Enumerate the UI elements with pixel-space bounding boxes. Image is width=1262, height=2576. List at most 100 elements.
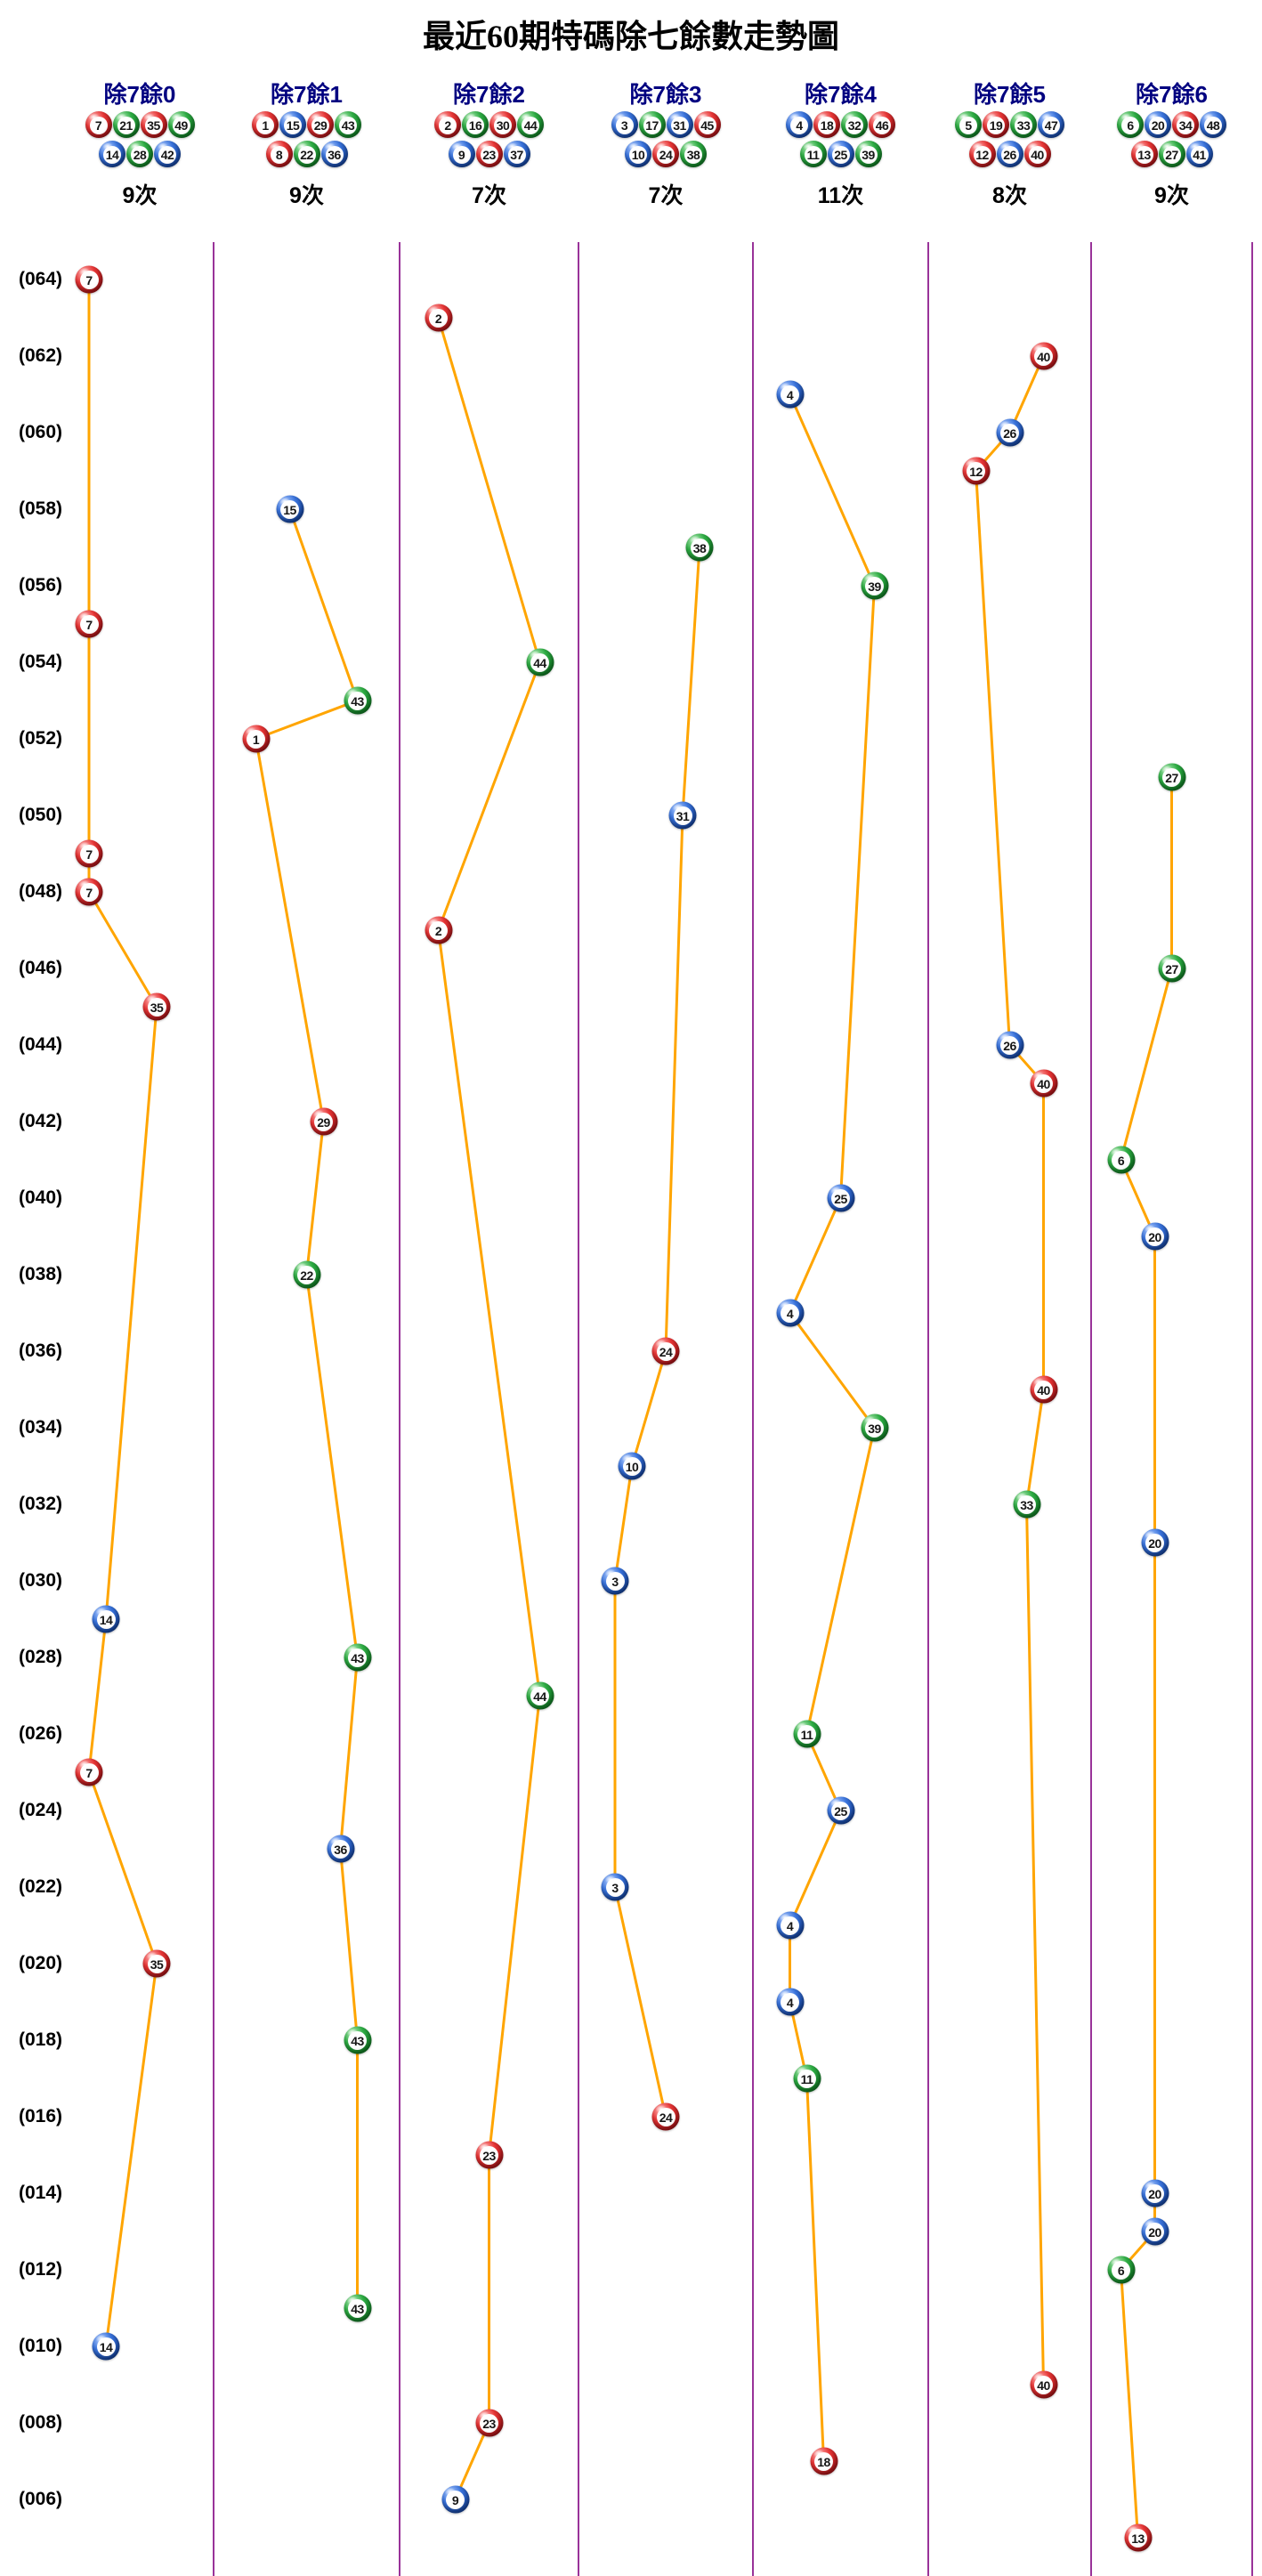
- header-ball: 5: [955, 111, 982, 138]
- header-ball: 4: [786, 111, 813, 138]
- ball-number: 2: [429, 921, 448, 940]
- ball-number: 5: [959, 117, 977, 134]
- ball-number: 28: [131, 146, 149, 164]
- header-ball: 6: [1117, 111, 1144, 138]
- column-header-label: 除7餘1: [271, 77, 343, 109]
- period-label: (014): [4, 2183, 62, 2204]
- ball-number: 12: [974, 146, 991, 164]
- ball-number: 49: [173, 117, 190, 134]
- header-ball: 29: [307, 111, 334, 138]
- chart-ball: 7: [76, 1759, 103, 1786]
- ball-number: 46: [873, 117, 891, 134]
- header-ball: 17: [639, 111, 666, 138]
- ball-number: 29: [314, 1113, 333, 1131]
- chart-ball: 7: [76, 266, 103, 294]
- ball-number: 16: [466, 117, 484, 134]
- ball-number: 39: [865, 1419, 884, 1438]
- ball-number: 47: [1042, 117, 1060, 134]
- chart-ball: 24: [652, 2103, 680, 2131]
- chart-ball: 23: [475, 2142, 503, 2169]
- ball-number: 11: [797, 2070, 816, 2088]
- column-count: 7次: [649, 178, 684, 210]
- chart-ball: 11: [793, 1721, 821, 1748]
- chart-ball: 20: [1141, 1223, 1169, 1251]
- chart-ball: 23: [475, 2410, 503, 2437]
- ball-number: 24: [657, 1342, 675, 1361]
- ball-number: 43: [339, 117, 357, 134]
- ball-number: 6: [1121, 117, 1139, 134]
- ball-number: 14: [103, 146, 121, 164]
- ball-number: 7: [80, 883, 99, 902]
- period-label: (012): [4, 2259, 62, 2280]
- header-ball: 14: [99, 141, 125, 167]
- column-count: 8次: [992, 178, 1027, 210]
- ball-number: 20: [1145, 1534, 1164, 1552]
- chart-ball: 7: [76, 879, 103, 906]
- chart-ball: 3: [602, 1567, 629, 1595]
- chart-ball: 44: [526, 1682, 554, 1710]
- ball-number: 41: [1191, 146, 1209, 164]
- chart-ball: 29: [310, 1108, 337, 1136]
- column-header-label: 除7餘0: [104, 77, 176, 109]
- ball-number: 48: [1204, 117, 1222, 134]
- chart-ball: 20: [1141, 2218, 1169, 2246]
- period-label: (024): [4, 1800, 62, 1821]
- ball-number: 44: [522, 117, 539, 134]
- header-ball: 33: [1010, 111, 1037, 138]
- period-label: (010): [4, 2336, 62, 2357]
- ball-number: 22: [297, 1266, 316, 1284]
- chart-ball: 24: [652, 1338, 680, 1365]
- ball-number: 29: [311, 117, 329, 134]
- ball-number: 7: [80, 271, 99, 289]
- header-ball: 32: [841, 111, 868, 138]
- header-ball: 20: [1145, 111, 1171, 138]
- chart-ball: 43: [344, 687, 371, 715]
- ball-number: 24: [657, 146, 675, 164]
- ball-number: 37: [508, 146, 526, 164]
- header-ball: 11: [800, 141, 827, 167]
- ball-number: 38: [684, 146, 702, 164]
- ball-number: 24: [657, 2108, 675, 2126]
- header-ball: 30: [489, 111, 516, 138]
- chart-ball: 40: [1030, 343, 1057, 370]
- ball-number: 2: [429, 309, 448, 328]
- ball-number: 13: [1136, 146, 1153, 164]
- column-count: 7次: [472, 178, 506, 210]
- ball-number: 27: [1162, 768, 1181, 787]
- column-count: 11次: [818, 178, 863, 210]
- header-ball: 23: [476, 141, 503, 167]
- chart-ball: 18: [810, 2448, 837, 2475]
- header-ball: 16: [462, 111, 489, 138]
- ball-number: 23: [480, 2414, 498, 2433]
- ball-number: 26: [1001, 146, 1019, 164]
- ball-number: 3: [616, 117, 634, 134]
- period-label: (054): [4, 652, 62, 673]
- ball-number: 6: [1112, 2261, 1130, 2280]
- period-label: (020): [4, 1953, 62, 1974]
- chart-ball: 27: [1158, 955, 1185, 983]
- ball-number: 44: [530, 653, 549, 672]
- ball-number: 4: [790, 117, 808, 134]
- ball-number: 12: [967, 462, 985, 481]
- ball-number: 10: [629, 146, 647, 164]
- ball-number: 31: [674, 806, 692, 825]
- column-header-label: 除7餘3: [630, 77, 702, 109]
- ball-number: 42: [158, 146, 176, 164]
- ball-number: 7: [80, 845, 99, 863]
- header-ball: 40: [1024, 141, 1051, 167]
- header-ball: 43: [335, 111, 361, 138]
- ball-number: 44: [530, 1687, 549, 1705]
- mod7-trend-chart: 最近60期特碼除七餘數走勢圖 除7餘072135491428429次除7餘111…: [0, 0, 1262, 2576]
- ball-number: 11: [805, 146, 822, 164]
- header-ball: 15: [279, 111, 306, 138]
- ball-number: 9: [453, 146, 471, 164]
- ball-number: 2: [439, 117, 457, 134]
- header-ball: 36: [321, 141, 348, 167]
- header-ball: 38: [680, 141, 707, 167]
- chart-ball: 20: [1141, 1529, 1169, 1557]
- chart-ball: 14: [93, 2333, 120, 2361]
- header-ball: 41: [1186, 141, 1213, 167]
- chart-ball: 26: [996, 1032, 1023, 1059]
- chart-ball: 43: [344, 2295, 371, 2322]
- header-ball: 27: [1159, 141, 1185, 167]
